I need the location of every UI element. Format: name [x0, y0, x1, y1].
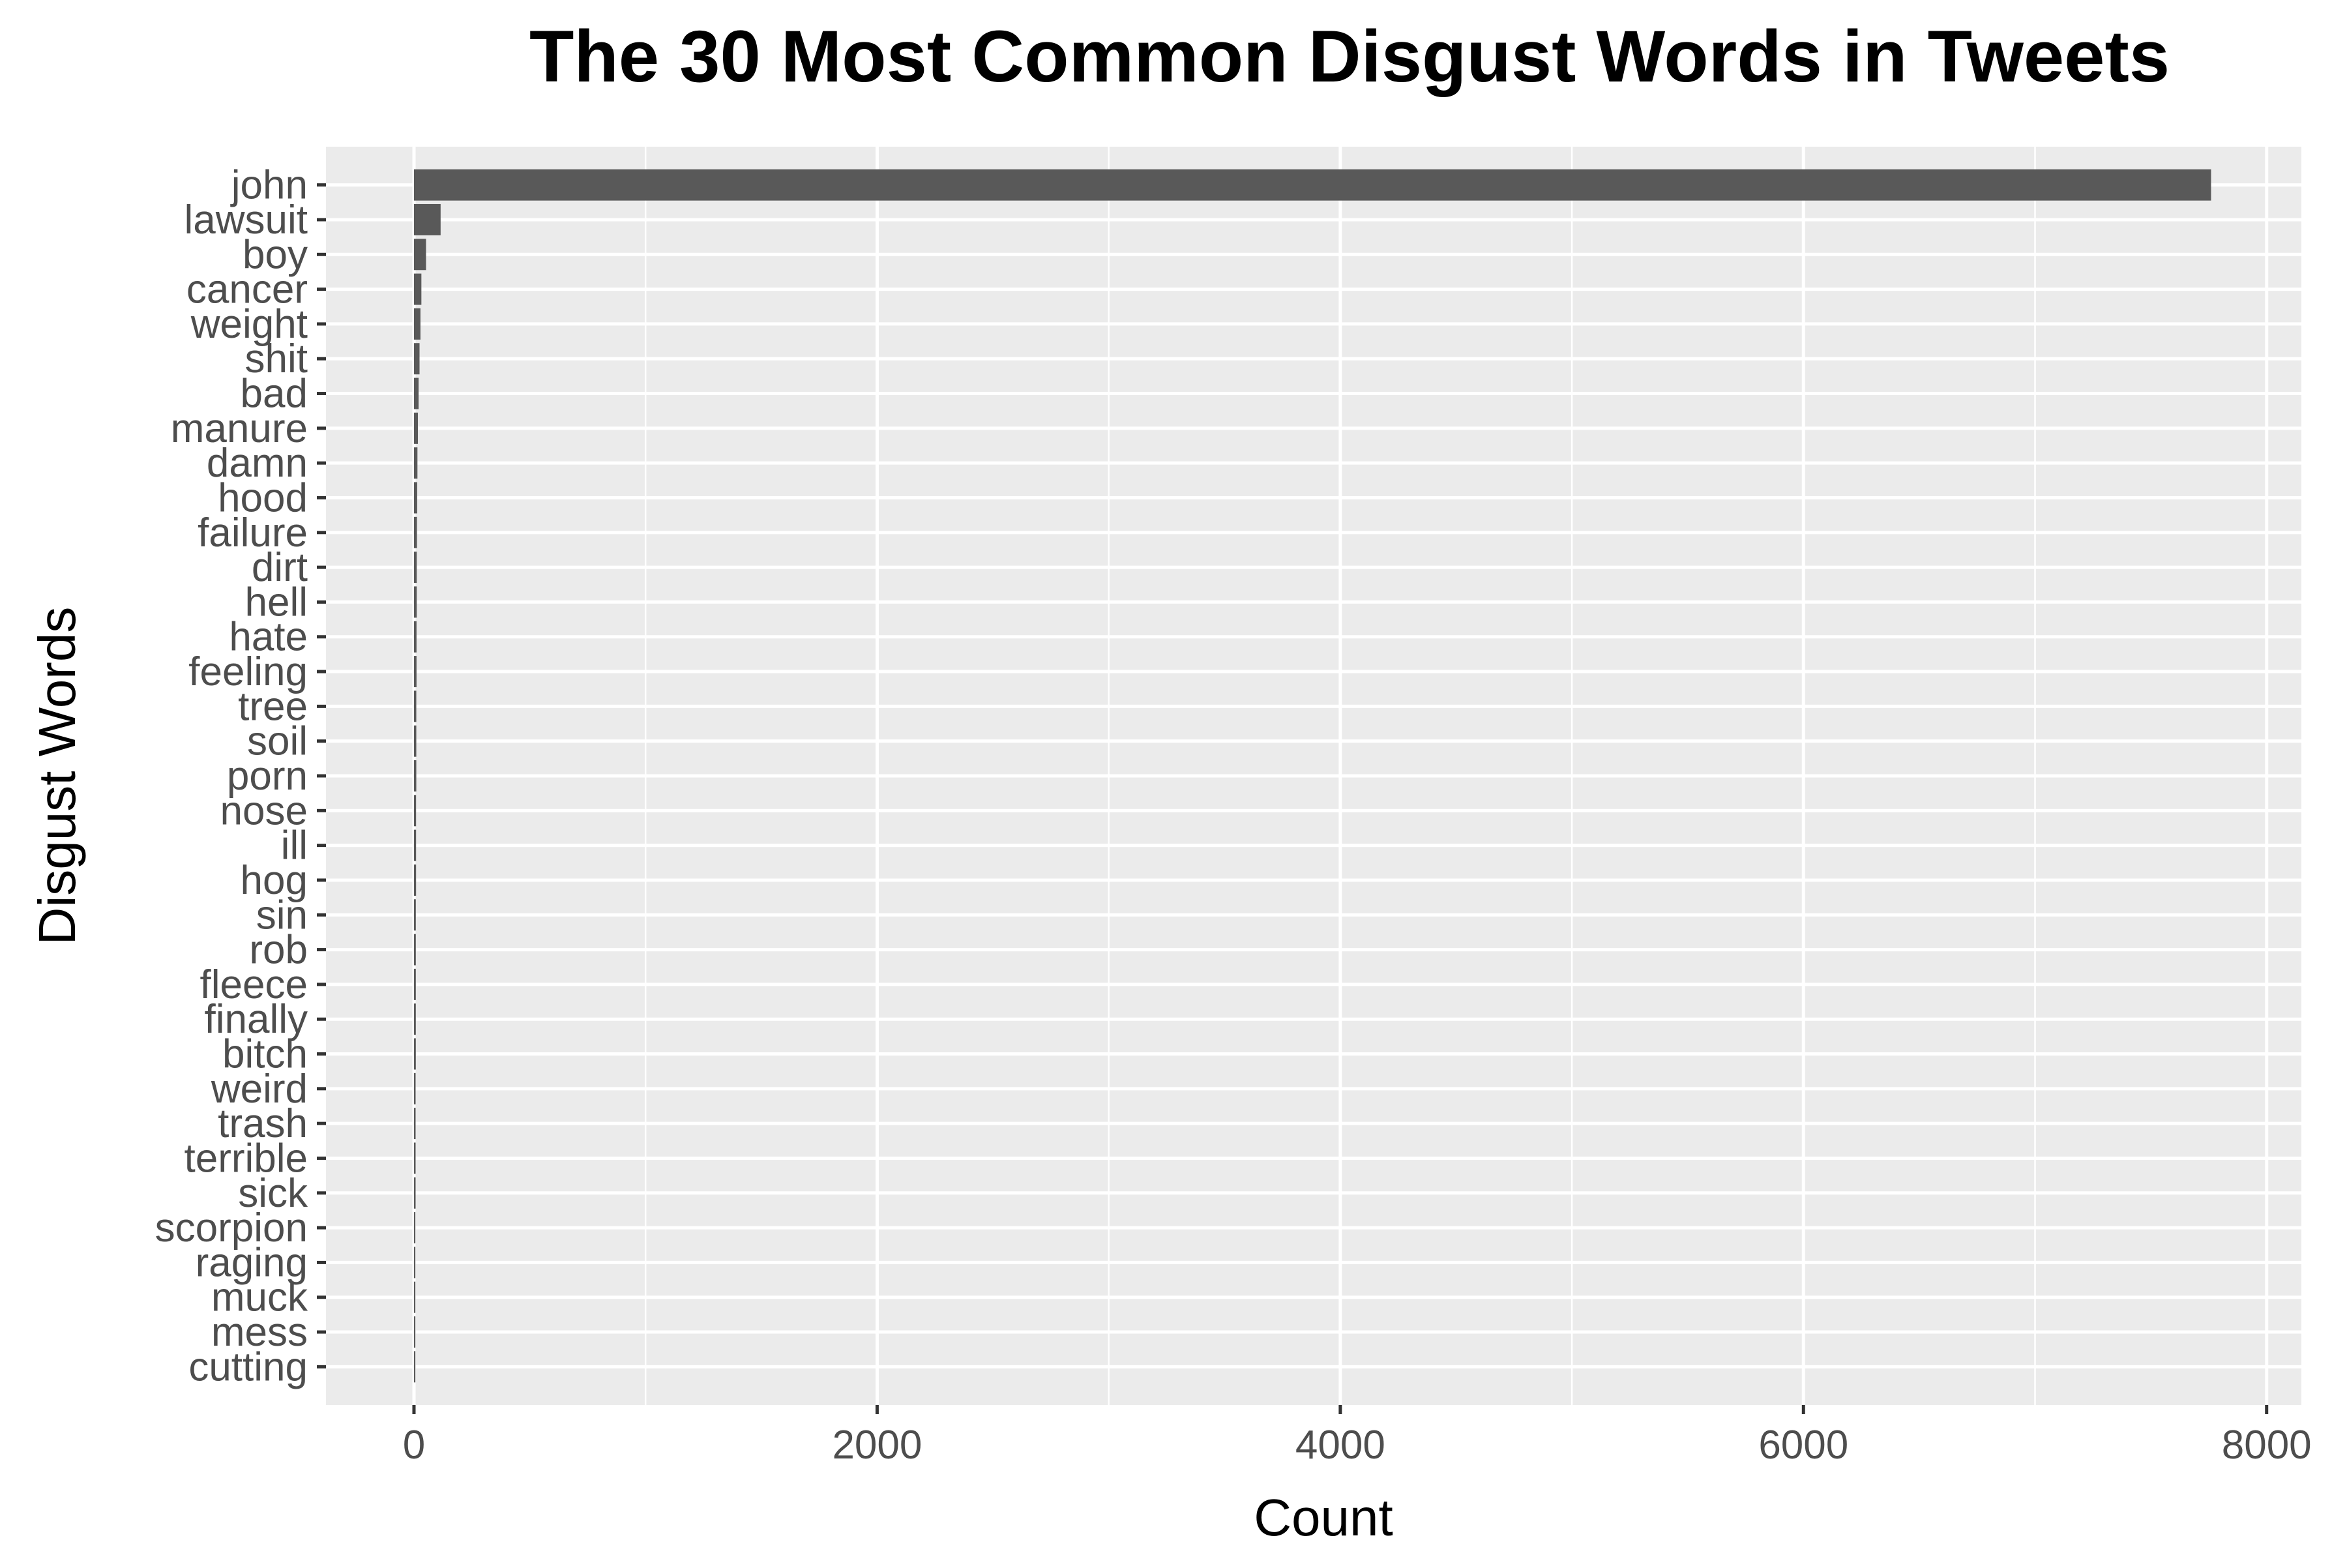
bar-muck	[413, 1281, 416, 1313]
bar-manure	[413, 412, 419, 444]
y-tick-label: shit	[245, 336, 308, 381]
bar-dirt	[413, 552, 417, 584]
bar-boy	[413, 239, 426, 271]
bar-raging	[413, 1247, 416, 1279]
bar-hell	[413, 586, 417, 618]
y-tick-label: scorpion	[155, 1206, 308, 1250]
y-tick-label: boy	[243, 232, 308, 277]
bar-feeling	[413, 656, 417, 688]
y-tick-label: tree	[238, 684, 308, 729]
bar-terrible	[413, 1142, 416, 1174]
x-tick-label: 0	[403, 1423, 425, 1468]
bar-sin	[413, 899, 416, 931]
y-tick-label: cancer	[186, 267, 308, 312]
y-tick-label: porn	[227, 754, 308, 799]
major-gridlines	[326, 147, 2301, 1405]
y-tick-label: cutting	[188, 1344, 308, 1389]
y-tick-label: hell	[244, 580, 308, 625]
y-tick-label: trash	[218, 1101, 308, 1146]
y-tick-label: hog	[241, 858, 308, 903]
y-tick-label: finally	[204, 997, 308, 1042]
y-tick-label: ill	[281, 823, 308, 868]
y-tick-label: sin	[256, 893, 308, 938]
y-tick-label: sick	[238, 1171, 308, 1216]
bar-bad	[413, 377, 419, 409]
y-tick-label: dirt	[252, 545, 308, 590]
bar-hood	[413, 482, 417, 514]
bar-cutting	[413, 1351, 416, 1383]
bar-hog	[413, 864, 417, 896]
bar-failure	[413, 516, 417, 548]
y-tick-label: damn	[207, 441, 308, 486]
bar-fleece	[413, 968, 416, 1000]
bar-shit	[413, 343, 420, 375]
bar-trash	[413, 1108, 416, 1140]
y-tick-label: hood	[218, 475, 308, 520]
bar-scorpion	[413, 1212, 416, 1244]
y-tick-label: failure	[198, 510, 308, 555]
y-tick-label: raging	[196, 1240, 308, 1285]
bar-bitch	[413, 1038, 416, 1070]
y-tick-label: rob	[249, 928, 308, 973]
bar-hate	[413, 621, 417, 653]
y-tick-label: fleece	[200, 962, 308, 1007]
y-tick-label: muck	[211, 1275, 308, 1320]
bar-tree	[413, 690, 417, 722]
bar-soil	[413, 725, 417, 757]
y-axis-title: Disgust Words	[28, 607, 86, 945]
y-tick-label: manure	[171, 406, 308, 451]
bar-cancer	[413, 273, 422, 305]
y-tick-label: john	[230, 163, 308, 208]
bar-nose	[413, 795, 417, 827]
y-tick-label: weight	[190, 302, 308, 347]
y-tick-label: feeling	[188, 649, 308, 694]
bar-porn	[413, 760, 417, 791]
bar-lawsuit	[413, 203, 441, 235]
y-tick-label: nose	[220, 788, 308, 833]
y-tick-label: mess	[211, 1310, 308, 1355]
x-tick-label: 8000	[2222, 1423, 2312, 1468]
x-axis-title: Count	[1254, 1488, 1393, 1546]
bar-john	[413, 169, 2211, 201]
y-tick-label: lawsuit	[184, 198, 308, 243]
bar-weight	[413, 308, 421, 340]
y-axis-ticks: johnlawsuitboycancerweightshitbadmanured…	[155, 163, 326, 1389]
x-tick-label: 2000	[832, 1423, 922, 1468]
bars	[413, 169, 2211, 1383]
bar-damn	[413, 447, 418, 479]
bar-ill	[413, 829, 417, 861]
y-tick-label: weird	[211, 1067, 308, 1112]
bar-weird	[413, 1072, 416, 1104]
chart-title: The 30 Most Common Disgust Words in Twee…	[529, 16, 2170, 97]
y-tick-label: bad	[241, 372, 308, 417]
x-tick-label: 4000	[1295, 1423, 1385, 1468]
bar-finally	[413, 1003, 416, 1035]
y-tick-label: terrible	[184, 1136, 308, 1181]
x-axis-ticks: 0 2000 4000 6000 8000	[403, 1405, 2312, 1468]
bar-mess	[413, 1316, 416, 1348]
bar-rob	[413, 934, 416, 966]
y-tick-label: hate	[229, 615, 308, 660]
y-tick-label: bitch	[222, 1032, 308, 1077]
x-tick-label: 6000	[1758, 1423, 1848, 1468]
y-tick-label: soil	[247, 719, 308, 764]
bar-sick	[413, 1177, 416, 1209]
